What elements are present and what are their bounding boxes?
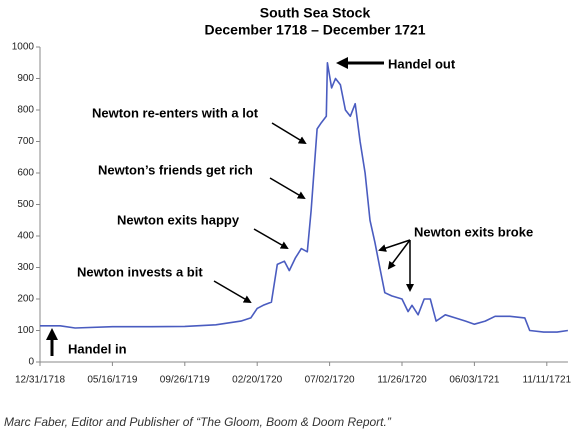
arrow [378, 239, 411, 252]
y-tick-label: 700 [17, 136, 34, 147]
x-tick-label: 12/31/1718 [15, 375, 65, 386]
annotation: Handel out [388, 56, 456, 71]
y-tick-label: 800 [17, 105, 34, 116]
arrows [46, 57, 414, 356]
x-tick-label: 05/16/1719 [87, 375, 137, 386]
line-series [40, 62, 569, 333]
caption: Marc Faber, Editor and Publisher of “The… [4, 415, 392, 429]
chart-subtitle: December 1718 – December 1721 [204, 22, 425, 38]
arrow [253, 228, 289, 249]
x-tick-label: 07/02/1720 [305, 375, 355, 386]
y-tick-label: 100 [17, 325, 34, 336]
y-tick-label: 300 [17, 262, 34, 273]
y-tick-label: 400 [17, 231, 34, 242]
arrow [269, 177, 306, 200]
annotation: Handel in [68, 341, 127, 356]
x-tick-label: 11/11/1721 [523, 375, 572, 386]
y-tick-label: 500 [17, 199, 34, 210]
x-tick-label: 09/26/1719 [160, 375, 210, 386]
annotation: Newton exits happy [117, 212, 240, 227]
annotation: Newton’s friends get rich [98, 162, 253, 177]
arrow [213, 280, 252, 304]
annotation: Newton re-enters with a lot [92, 105, 259, 120]
y-tick-label: 1000 [12, 42, 35, 53]
x-tick-label: 11/26/1720 [377, 375, 427, 386]
y-tick-label: 0 [28, 357, 34, 368]
y-tick-label: 600 [17, 168, 34, 179]
y-tick-label: 200 [17, 294, 34, 305]
y-tick-label: 900 [17, 73, 34, 84]
chart-title: South Sea Stock [260, 5, 371, 21]
arrow [271, 122, 307, 145]
plot-area: 0 100 200 300 400 500 600 700 800 900 1000 12/31/17… [12, 42, 572, 386]
annotation: Newton invests a bit [77, 264, 203, 279]
arrow [387, 239, 411, 270]
x-tick-label: 06/03/1721 [449, 375, 499, 386]
annotation: Newton exits broke [414, 224, 533, 239]
x-tick-label: 02/20/1720 [232, 375, 282, 386]
